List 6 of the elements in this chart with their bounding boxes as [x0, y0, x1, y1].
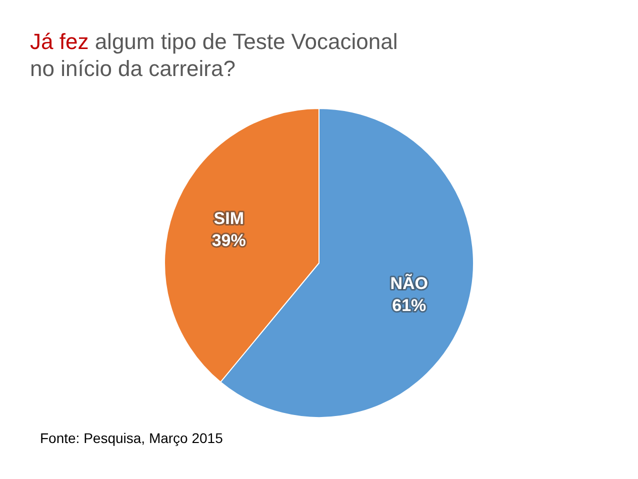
- data-label: 39%: [212, 231, 246, 250]
- data-label: 61%: [392, 296, 426, 316]
- chart-title: Já fez algum tipo de Teste Vocacional no início da carreira?: [30, 28, 399, 82]
- slice-label: NÃO: [390, 273, 428, 294]
- source-note: Fonte: Pesquisa, Março 2015: [40, 430, 223, 446]
- slice-label: SIM: [214, 209, 244, 228]
